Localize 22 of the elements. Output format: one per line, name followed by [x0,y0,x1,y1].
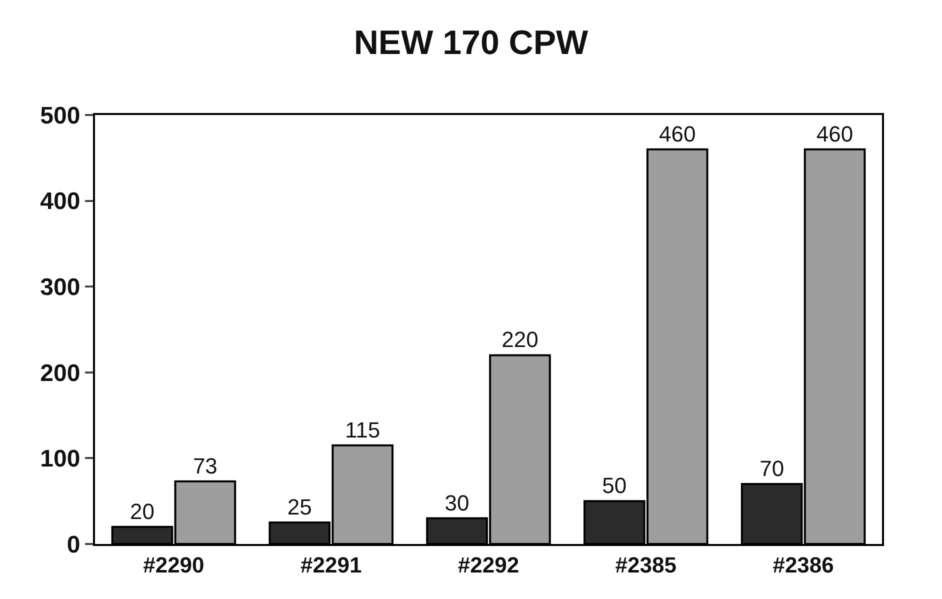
data-label: 220 [502,327,538,352]
data-label: 50 [602,473,627,498]
x-tick-label: #2291 [300,552,362,578]
y-tick-label: 400 [40,188,80,216]
data-label: 73 [192,453,218,478]
data-label: 70 [760,456,784,481]
x-tick-label: #2290 [143,552,204,578]
data-label: 460 [816,121,854,146]
data-label: 25 [287,494,312,520]
x-tick-label: #2386 [772,552,834,578]
data-label: 460 [659,121,696,146]
chart-title: NEW 170 CPW [354,24,590,62]
y-tick-label: 200 [40,360,80,387]
y-tick-label: 500 [40,102,80,130]
x-tick-label: #2385 [615,552,676,578]
x-tick-label: #2292 [458,552,520,578]
y-tick-label: 0 [66,531,80,558]
y-tick-label: 300 [40,274,80,301]
data-label: 115 [345,417,380,442]
data-label: 30 [444,490,470,516]
y-tick-label: 100 [40,446,80,473]
data-label: 20 [130,498,154,524]
